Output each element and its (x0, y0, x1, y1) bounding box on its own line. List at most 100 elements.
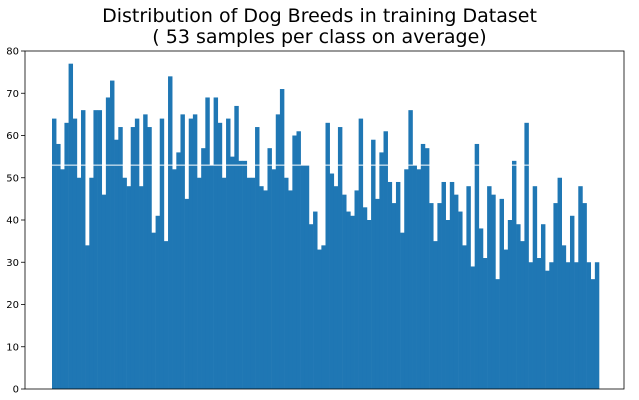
bar (168, 76, 173, 389)
bar (122, 177, 127, 389)
y-tick-label: 70 (6, 89, 19, 100)
bar (371, 139, 376, 389)
bar (242, 160, 248, 389)
bar (400, 232, 405, 389)
y-tick-label: 30 (6, 258, 19, 269)
bar (64, 122, 69, 389)
bar (288, 190, 293, 389)
bar (313, 211, 318, 389)
bar (321, 245, 326, 389)
bar (205, 97, 210, 389)
bar (151, 232, 156, 389)
bar (81, 110, 86, 390)
bar (292, 135, 297, 389)
bar (85, 245, 90, 389)
bar (246, 177, 252, 389)
bar (118, 127, 123, 390)
bar (93, 110, 98, 390)
bar (453, 194, 459, 389)
bar (429, 203, 434, 389)
bar (516, 224, 521, 389)
bar (362, 207, 368, 389)
bar (72, 118, 78, 389)
bar (234, 105, 239, 390)
bar (255, 127, 260, 390)
bar (511, 160, 517, 389)
bar (259, 186, 264, 389)
bar (97, 110, 103, 390)
bar (217, 122, 223, 389)
bar (391, 203, 397, 389)
bar (445, 220, 451, 389)
bar (553, 203, 558, 389)
bar (582, 203, 587, 389)
bar (184, 198, 190, 390)
bar (387, 181, 393, 389)
bar (561, 245, 567, 389)
bar (176, 152, 181, 389)
bar (271, 169, 277, 389)
bar (263, 190, 268, 389)
bar (433, 241, 438, 390)
bar (325, 122, 330, 389)
y-axis: 0 10 20 30 40 50 60 70 80 (6, 47, 25, 396)
bar (267, 148, 272, 389)
bar (238, 160, 243, 389)
bar (507, 220, 513, 389)
bar (458, 211, 463, 389)
bar (449, 181, 455, 389)
bar (300, 165, 306, 389)
bar (503, 249, 509, 389)
bar (296, 131, 301, 389)
bar (366, 220, 372, 389)
y-tick-label: 60 (6, 131, 19, 142)
bar (462, 245, 467, 389)
bar (213, 97, 219, 389)
bars-group (52, 63, 600, 390)
bar (284, 177, 289, 389)
bar (466, 186, 471, 389)
bar (569, 215, 575, 389)
bar (524, 122, 529, 389)
bar (383, 131, 388, 389)
bar (201, 148, 206, 389)
y-tick-label: 0 (13, 385, 19, 396)
bar (549, 262, 554, 389)
bar (159, 118, 165, 389)
y-tick-label: 40 (6, 216, 19, 227)
bar (586, 262, 592, 389)
y-tick-label: 10 (6, 342, 19, 353)
bar (329, 173, 335, 389)
bar (76, 177, 82, 389)
bar (308, 224, 314, 389)
bar (126, 186, 132, 389)
bar (478, 228, 484, 389)
bar (101, 194, 107, 389)
chart-title: Distribution of Dog Breeds in training D… (102, 5, 537, 27)
bar (346, 211, 351, 389)
bar (412, 165, 417, 389)
bar (536, 258, 542, 389)
bar (130, 127, 136, 390)
chart-subtitle: ( 53 samples per class on average) (152, 26, 487, 48)
bar (379, 152, 384, 389)
bar (420, 143, 426, 389)
bar (221, 177, 227, 389)
bar (424, 148, 430, 389)
bar (491, 194, 496, 389)
bar (172, 169, 177, 389)
bar (470, 266, 475, 389)
bar (110, 80, 115, 389)
bar (333, 186, 339, 389)
bar (375, 198, 380, 390)
bar (147, 127, 152, 390)
bar (474, 143, 480, 389)
bar (337, 127, 343, 390)
bar (540, 224, 546, 389)
bar (590, 279, 596, 389)
bar (163, 241, 169, 390)
bar (317, 249, 322, 389)
bar (52, 118, 57, 389)
bar (89, 177, 94, 389)
bar (342, 194, 347, 389)
